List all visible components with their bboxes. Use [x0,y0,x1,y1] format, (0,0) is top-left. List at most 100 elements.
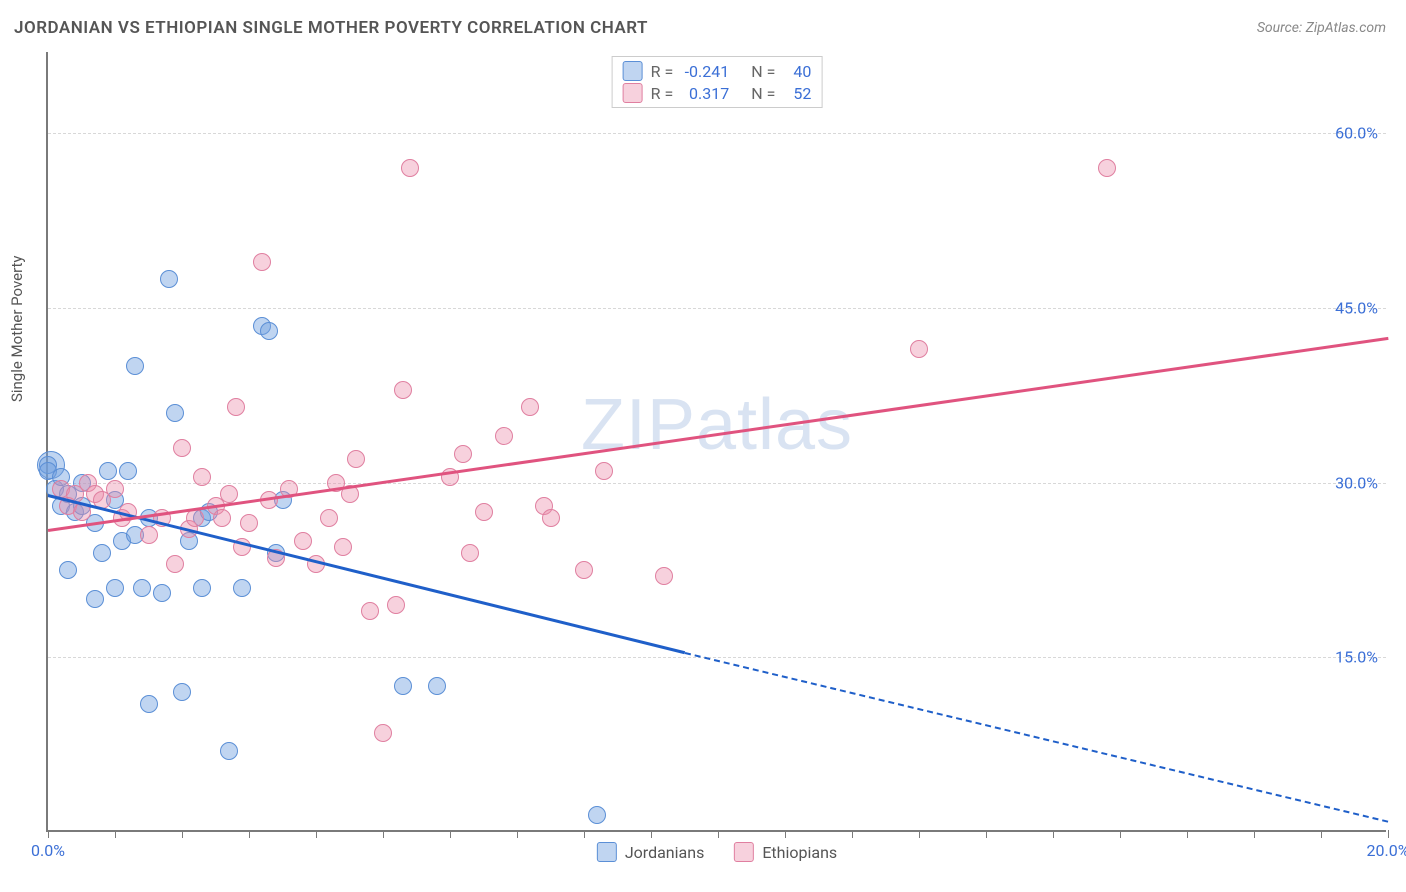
legend-r-value: 0.317 [681,84,729,103]
data-point [173,439,191,457]
x-tick [517,830,518,838]
data-point [186,509,204,527]
data-point [133,579,151,597]
x-tick [48,830,49,838]
legend-r-label: R = [651,62,674,81]
data-point [166,555,184,573]
x-tick [182,830,183,838]
y-tick-label: 60.0% [1335,124,1378,143]
series-legend-item: Jordanians [597,842,704,862]
chart-title: JORDANIAN VS ETHIOPIAN SINGLE MOTHER POV… [14,18,648,38]
x-tick [383,830,384,838]
data-point [394,381,412,399]
x-tick [1187,830,1188,838]
data-point [173,683,191,701]
data-point [374,724,392,742]
data-point [193,579,211,597]
x-tick [450,830,451,838]
data-point [595,462,613,480]
data-point [294,532,312,550]
data-point [153,584,171,602]
data-point [220,742,238,760]
data-point [240,514,258,532]
y-axis-label: Single Mother Poverty [8,255,26,402]
data-point [588,806,606,824]
legend-swatch [597,842,617,862]
data-point [542,509,560,527]
watermark-text: ZIPatlas [581,384,853,466]
data-point [361,602,379,620]
x-tick [1120,830,1121,838]
data-point [260,322,278,340]
x-tick [1254,830,1255,838]
x-tick [115,830,116,838]
data-point [521,398,539,416]
x-tick [718,830,719,838]
trend-line [48,337,1388,532]
y-tick-label: 30.0% [1335,473,1378,492]
data-point [86,590,104,608]
data-point [461,544,479,562]
x-tick [852,830,853,838]
scatter-plot-area: ZIPatlas R = -0.241 N = 40 R = 0.317 N =… [46,52,1386,832]
data-point [253,253,271,271]
data-point [428,677,446,695]
gridline [48,308,1386,309]
trend-line-extrapolated [684,652,1388,823]
data-point [213,509,231,527]
y-tick-label: 15.0% [1335,648,1378,667]
data-point [655,567,673,585]
data-point [401,159,419,177]
x-tick [986,830,987,838]
legend-n-label: N = [751,84,775,103]
data-point [126,357,144,375]
x-tick [785,830,786,838]
x-tick [919,830,920,838]
data-point [475,503,493,521]
gridline [48,133,1386,134]
legend-n-value: 52 [783,84,811,103]
series-legend-label: Jordanians [625,843,704,862]
x-tick [1321,830,1322,838]
x-tick-label: 20.0% [1367,841,1406,860]
data-point [119,462,137,480]
legend-swatch [623,83,643,103]
data-point [910,340,928,358]
data-point [394,677,412,695]
legend-n-value: 40 [783,62,811,81]
data-point [1098,159,1116,177]
data-point [140,695,158,713]
data-point [59,561,77,579]
data-point [193,468,211,486]
data-point [106,579,124,597]
correlation-legend: R = -0.241 N = 40 R = 0.317 N = 52 [612,56,823,108]
data-point [166,404,184,422]
data-point [220,485,238,503]
data-point [93,544,111,562]
x-tick [584,830,585,838]
data-point [233,579,251,597]
series-legend: Jordanians Ethiopians [597,842,837,862]
legend-swatch [734,842,754,862]
data-point [160,270,178,288]
data-point [106,480,124,498]
legend-swatch [623,61,643,81]
legend-r-value: -0.241 [681,62,729,81]
data-point [495,427,513,445]
data-point [320,509,338,527]
x-tick [316,830,317,838]
data-point [454,445,472,463]
x-tick [1388,830,1389,838]
legend-row: R = -0.241 N = 40 [623,61,812,81]
data-point [387,596,405,614]
x-tick-label: 0.0% [31,841,65,860]
gridline [48,657,1386,658]
x-tick [651,830,652,838]
x-tick [1053,830,1054,838]
source-attribution: Source: ZipAtlas.com [1257,20,1386,36]
legend-r-label: R = [651,84,674,103]
x-tick [249,830,250,838]
data-point [575,561,593,579]
y-tick-label: 45.0% [1335,299,1378,318]
series-legend-item: Ethiopians [734,842,837,862]
